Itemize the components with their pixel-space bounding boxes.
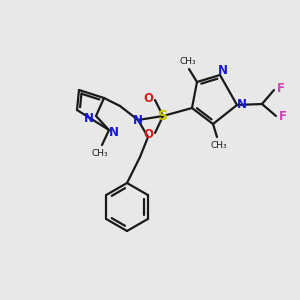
- Text: N: N: [237, 98, 247, 112]
- Text: CH₃: CH₃: [92, 149, 108, 158]
- Text: F: F: [279, 110, 287, 124]
- Text: CH₃: CH₃: [180, 56, 196, 65]
- Text: N: N: [133, 113, 143, 127]
- Text: S: S: [158, 109, 168, 123]
- Text: N: N: [218, 64, 228, 77]
- Text: O: O: [143, 92, 153, 104]
- Text: O: O: [143, 128, 153, 142]
- Text: N: N: [109, 127, 119, 140]
- Text: N: N: [84, 112, 94, 124]
- Text: F: F: [277, 82, 285, 95]
- Text: CH₃: CH₃: [211, 140, 227, 149]
